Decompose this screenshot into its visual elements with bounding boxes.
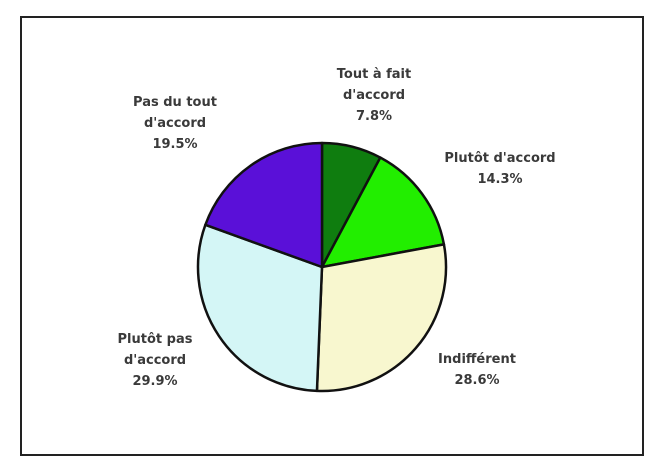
pie-slice-4 — [196, 223, 324, 393]
pie-slice-2 — [320, 156, 446, 269]
slice-label-line: 28.6% — [454, 373, 499, 388]
slice-label-line: Tout à fait — [337, 67, 411, 82]
slice-label-line: d'accord — [144, 116, 206, 131]
slice-label-line: 7.8% — [356, 109, 392, 124]
slice-label-line: 14.3% — [477, 172, 522, 187]
slice-label-line: Pas du tout — [133, 95, 217, 110]
slice-label-line: Indifférent — [438, 352, 516, 367]
slice-label-4: Plutôt pas d'accord 29.9% — [118, 332, 193, 389]
slice-label-line: 19.5% — [152, 137, 197, 152]
slice-label-line: d'accord — [124, 353, 186, 368]
pie-slice-3 — [315, 243, 448, 393]
slice-label-line: Plutôt pas — [118, 332, 193, 347]
slice-label-2: Plutôt d'accord 14.3% — [444, 151, 555, 187]
slice-label-1: Tout à fait d'accord 7.8% — [337, 67, 411, 124]
slice-label-line: d'accord — [343, 88, 405, 103]
slice-label-line: 29.9% — [132, 374, 177, 389]
pie-slice-5 — [204, 141, 324, 269]
slice-label-line: Plutôt d'accord — [444, 151, 555, 166]
pie-slices — [196, 141, 448, 393]
pie-labels: Tout à fait d'accord 7.8% Plutôt d'accord 14… — [118, 67, 556, 389]
slice-label-5: Pas du tout d'accord 19.5% — [133, 95, 217, 152]
slice-label-3: Indifférent 28.6% — [438, 352, 516, 388]
